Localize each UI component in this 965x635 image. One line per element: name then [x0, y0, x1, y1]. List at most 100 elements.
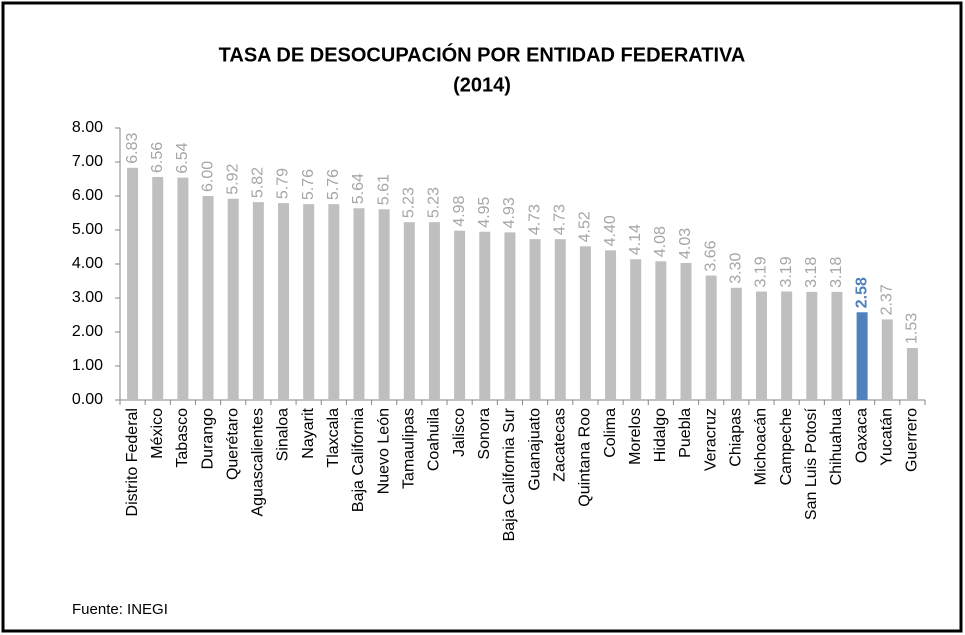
- bar: [605, 250, 617, 400]
- y-tick-label: 0.00: [72, 391, 103, 408]
- chart-subtitle: (2014): [453, 74, 511, 96]
- value-label: 4.93: [501, 197, 518, 228]
- x-tick-label: Zacatecas: [551, 408, 568, 482]
- x-tick-label: Tlaxcala: [325, 408, 342, 468]
- value-label: 2.58: [853, 277, 870, 308]
- x-tick-label: Campeche: [778, 408, 795, 485]
- bar: [428, 222, 440, 400]
- value-label: 4.73: [526, 204, 543, 235]
- chart-title: TASA DE DESOCUPACIÓN POR ENTIDAD FEDERAT…: [219, 42, 746, 66]
- bar: [630, 259, 642, 400]
- x-tick-label: Colima: [602, 408, 619, 458]
- value-label: 5.23: [426, 187, 443, 218]
- bar: [479, 231, 491, 400]
- bar: [579, 246, 591, 400]
- bar: [554, 239, 566, 400]
- value-label: 3.66: [702, 240, 719, 271]
- value-label: 4.73: [551, 204, 568, 235]
- bar: [328, 204, 340, 400]
- x-tick-label: Coahuila: [426, 408, 443, 471]
- x-tick-label: Aguascalientes: [250, 408, 267, 517]
- value-label: 4.98: [451, 195, 468, 226]
- x-tick-label: Guanajuato: [526, 408, 543, 491]
- x-tick-label: Quintana Roo: [577, 408, 594, 507]
- bar: [454, 230, 466, 400]
- y-tick-label: 4.00: [72, 255, 103, 272]
- bar: [202, 196, 214, 400]
- bar: [403, 222, 415, 400]
- value-label: 4.14: [627, 224, 644, 255]
- bar: [378, 209, 390, 400]
- y-tick-label: 6.00: [72, 187, 103, 204]
- value-label: 3.18: [828, 257, 845, 288]
- bar: [152, 176, 164, 400]
- value-label: 3.18: [803, 257, 820, 288]
- x-tick-label: Nuevo León: [375, 408, 392, 494]
- x-tick-label: Veracruz: [702, 408, 719, 471]
- x-tick-label: Yucatán: [878, 408, 895, 466]
- x-tick-label: Sonora: [476, 408, 493, 460]
- value-label: 3.19: [753, 256, 770, 287]
- bar: [353, 208, 365, 400]
- bar: [781, 291, 793, 400]
- x-tick-label: Morelos: [627, 408, 644, 465]
- bar: [278, 203, 290, 400]
- y-tick-label: 7.00: [72, 153, 103, 170]
- bar: [655, 261, 667, 400]
- x-tick-label: Puebla: [677, 408, 694, 458]
- x-tick-label: Michoacán: [753, 408, 770, 485]
- x-tick-label: Querétaro: [224, 408, 241, 480]
- bar: [881, 319, 893, 400]
- bar: [504, 232, 516, 400]
- x-tick-label: Chiapas: [728, 408, 745, 467]
- x-tick-label: Hidalgo: [652, 408, 669, 462]
- value-label: 1.53: [904, 313, 921, 344]
- y-tick-label: 8.00: [72, 119, 103, 136]
- value-label: 3.19: [778, 256, 795, 287]
- value-label: 6.83: [124, 133, 141, 164]
- y-tick-label: 1.00: [72, 357, 103, 374]
- value-label: 6.56: [149, 142, 166, 173]
- value-label: 5.64: [350, 173, 367, 204]
- value-label: 5.23: [401, 187, 418, 218]
- bar: [730, 287, 742, 400]
- value-label: 5.82: [250, 167, 267, 198]
- value-label: 6.54: [174, 142, 191, 173]
- x-tick-label: México: [149, 408, 166, 459]
- value-label: 4.40: [602, 215, 619, 246]
- x-tick-label: Durango: [199, 408, 216, 469]
- bar: [177, 177, 189, 400]
- x-tick-label: Chihuahua: [828, 408, 845, 486]
- x-tick-label: Oaxaca: [853, 408, 870, 463]
- bar: [680, 262, 692, 400]
- source-note: Fuente: INEGI: [72, 601, 168, 618]
- bar: [856, 312, 868, 400]
- value-label: 4.95: [476, 196, 493, 227]
- value-label: 2.37: [878, 284, 895, 315]
- x-tick-label: Nayarit: [300, 407, 317, 458]
- bar: [806, 291, 818, 400]
- x-tick-label: Sinaloa: [275, 408, 292, 461]
- x-tick-label: Baja California: [350, 408, 367, 512]
- bar: [227, 198, 239, 400]
- x-tick-label: Guerrero: [904, 408, 921, 472]
- x-tick-label: Jalisco: [451, 408, 468, 457]
- x-tick-label: Tamaulipas: [401, 408, 418, 489]
- value-label: 5.92: [224, 163, 241, 194]
- value-label: 6.00: [199, 161, 216, 192]
- value-label: 5.61: [375, 174, 392, 205]
- bar: [127, 167, 139, 400]
- value-label: 5.76: [300, 169, 317, 200]
- bar: [831, 291, 843, 400]
- value-label: 5.79: [275, 168, 292, 199]
- value-label: 4.08: [652, 226, 669, 257]
- value-label: 4.03: [677, 228, 694, 259]
- y-tick-label: 5.00: [72, 221, 103, 238]
- x-tick-label: San Luis Potosí: [803, 407, 820, 520]
- bar: [529, 239, 541, 400]
- value-label: 5.76: [325, 169, 342, 200]
- bar: [303, 204, 315, 400]
- x-tick-label: Baja California Sur: [501, 407, 518, 541]
- y-tick-label: 2.00: [72, 323, 103, 340]
